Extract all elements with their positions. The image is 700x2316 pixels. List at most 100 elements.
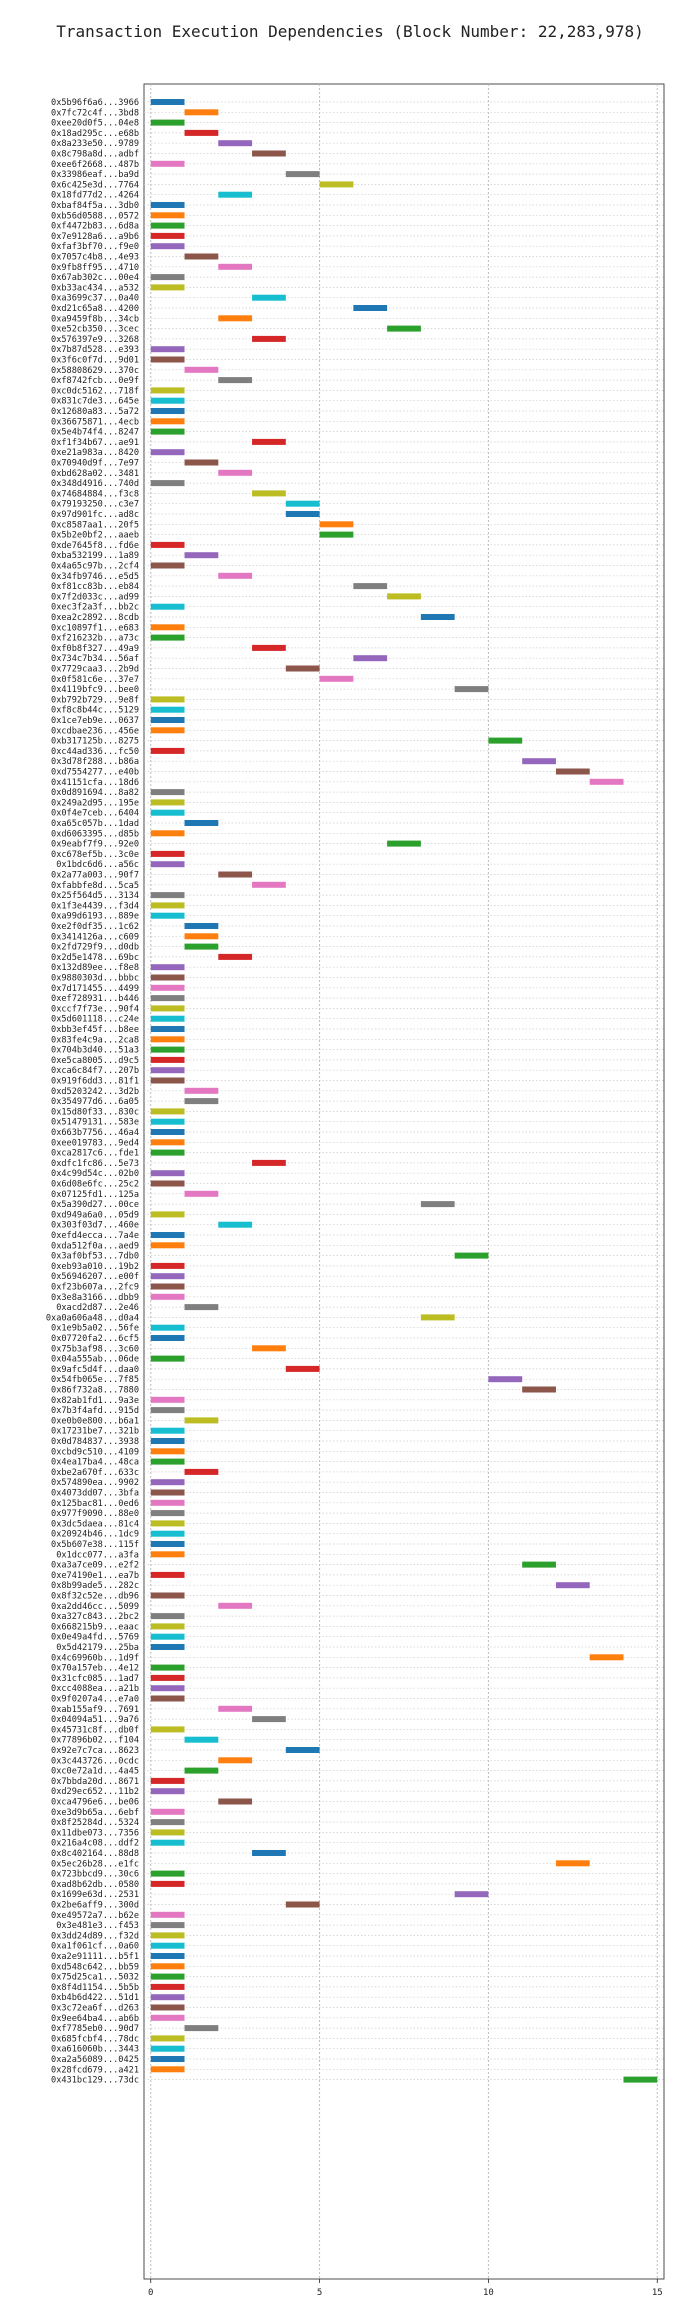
y-tick-label: 0x1f3e4439...f3d4	[51, 901, 139, 911]
transaction-bar	[150, 1396, 185, 1403]
transaction-bar	[150, 1232, 185, 1238]
transaction-bar	[319, 181, 354, 188]
transaction-bar	[218, 469, 253, 476]
y-tick-label: 0xacd2d87...2e46	[56, 1303, 139, 1313]
transaction-bar	[285, 511, 320, 517]
y-tick-label: 0xe0b0e800...b6a1	[51, 1416, 139, 1426]
y-tick-label: 0x7fc72c4f...3bd8	[51, 108, 139, 118]
transaction-bar	[150, 1551, 185, 1558]
y-tick-label: 0x685fcbf4...78dc	[51, 2034, 139, 2044]
transaction-bar	[252, 438, 286, 445]
transaction-bar	[150, 1283, 185, 1290]
y-tick-label: 0xc44ad336...fc50	[51, 747, 139, 757]
transaction-bar	[150, 1829, 185, 1836]
y-tick-label: 0xd6063395...d85b	[51, 829, 139, 839]
transaction-bar	[150, 1819, 185, 1826]
transaction-bar	[150, 789, 185, 796]
transaction-bar	[218, 140, 253, 147]
transaction-bar	[150, 397, 185, 404]
y-tick-label: 0x0e49a4fd...5769	[51, 1633, 139, 1643]
y-tick-label: 0xa9459f8b...34cb	[51, 314, 139, 324]
transaction-bar	[150, 902, 185, 909]
y-tick-label: 0x79193250...c3e7	[51, 500, 139, 510]
transaction-bar	[150, 1262, 185, 1269]
y-tick-label: 0xf8742fcb...0e9f	[51, 376, 139, 386]
y-tick-label: 0x8f25284d...5324	[51, 1818, 139, 1828]
y-tick-label: 0xa327c843...2bc2	[51, 1612, 139, 1622]
y-tick-label: 0x8f32c52e...db96	[51, 1592, 139, 1602]
transaction-bar	[555, 1860, 590, 1867]
y-tick-label: 0x5e4b74f4...8247	[51, 428, 139, 438]
transaction-bar	[150, 562, 185, 569]
y-tick-label: 0x1e9b5a02...56fe	[51, 1324, 139, 1334]
transaction-bar	[150, 1026, 185, 1032]
transaction-bar	[150, 1170, 185, 1177]
y-tick-label: 0x97d901fc...ad8c	[51, 510, 139, 520]
y-tick-label: 0x0d784837...3938	[51, 1437, 139, 1447]
transaction-bar	[150, 99, 185, 105]
y-tick-label: 0xc0dc5162...718f	[51, 386, 139, 396]
transaction-bar	[150, 1674, 185, 1681]
y-tick-label: 0x8a233e50...9789	[51, 139, 139, 149]
y-tick-label: 0x18fd77d2...4264	[51, 191, 139, 201]
transaction-bar	[150, 1139, 185, 1146]
y-tick-label: 0x2fd729f9...d0db	[51, 943, 139, 953]
transaction-bar	[319, 531, 354, 538]
y-tick-label: 0xbd628a02...3481	[51, 469, 139, 479]
y-tick-label: 0xf216232b...a73c	[51, 634, 139, 644]
y-tick-label: 0x4073dd07...3bfa	[51, 1489, 139, 1499]
transaction-bar	[150, 1788, 185, 1795]
transaction-bar	[150, 624, 185, 631]
y-tick-label: 0x3c72ea6f...d263	[51, 2004, 139, 2014]
y-tick-label: 0xf4472b83...6d8a	[51, 222, 139, 232]
x-tick-label: 5	[317, 2288, 322, 2298]
transaction-bar	[150, 160, 185, 167]
y-tick-label: 0x28fcd679...a421	[51, 2065, 139, 2075]
transaction-bar	[150, 480, 185, 487]
y-tick-label: 0x0f581c6e...37e7	[51, 675, 139, 685]
transaction-bar	[184, 1304, 219, 1311]
transaction-bar	[522, 1561, 556, 1568]
y-tick-label: 0x74684884...f3c8	[51, 489, 139, 499]
transaction-bar	[150, 212, 185, 219]
transaction-bar	[252, 335, 286, 342]
y-tick-label: 0x86f732a8...7880	[51, 1386, 139, 1396]
y-tick-label: 0xe5ca8005...d9c5	[51, 1056, 139, 1066]
transaction-bar	[150, 1242, 185, 1249]
y-tick-label: 0x1bdc6d6...a56c	[56, 860, 139, 870]
y-tick-label: 0xec3f2a3f...bb2c	[51, 603, 139, 613]
y-tick-label: 0x8b99ade5...282c	[51, 1581, 139, 1591]
transaction-bar	[150, 1922, 185, 1929]
y-tick-label: 0x9f0207a4...e7a0	[51, 1695, 139, 1705]
y-tick-label: 0x8c402164...88d8	[51, 1849, 139, 1859]
transaction-bar	[252, 1159, 286, 1166]
y-tick-label: 0x20924b46...1dc9	[51, 1530, 139, 1540]
transaction-bar	[150, 1335, 185, 1341]
transaction-bar	[150, 428, 185, 435]
transaction-bar	[252, 644, 286, 651]
transaction-bar	[150, 1077, 185, 1084]
transaction-bar	[150, 1448, 185, 1455]
transaction-bar	[150, 912, 185, 919]
y-tick-label: 0x07125fd1...125a	[51, 1190, 139, 1200]
y-tick-label: 0x3dc5daea...81c4	[51, 1519, 139, 1529]
y-tick-label: 0xdfc1fc86...5e73	[51, 1159, 139, 1169]
transaction-bar	[285, 171, 320, 178]
transaction-bar	[218, 572, 253, 579]
transaction-bar	[150, 1953, 185, 1959]
transaction-bar	[150, 408, 185, 414]
y-tick-label: 0xccf7f73e...90f4	[51, 1004, 139, 1014]
transaction-bar	[150, 1427, 185, 1434]
transaction-bar	[184, 552, 219, 559]
transaction-bar	[218, 1798, 253, 1805]
y-tick-label: 0x31cfc085...1ad7	[51, 1674, 139, 1684]
y-tick-label: 0x831c7de3...645e	[51, 397, 139, 407]
y-tick-label: 0xe21a983a...8420	[51, 448, 139, 458]
y-tick-label: 0x7d171455...4499	[51, 984, 139, 994]
y-tick-label: 0x7729caa3...2b9d	[51, 665, 139, 675]
transaction-bar	[285, 1747, 320, 1753]
transaction-bar	[150, 1644, 185, 1650]
y-tick-label: 0x5d42179...25ba	[56, 1643, 139, 1653]
transaction-bar	[150, 243, 185, 250]
chart-title: Transaction Execution Dependencies (Bloc…	[56, 22, 644, 41]
